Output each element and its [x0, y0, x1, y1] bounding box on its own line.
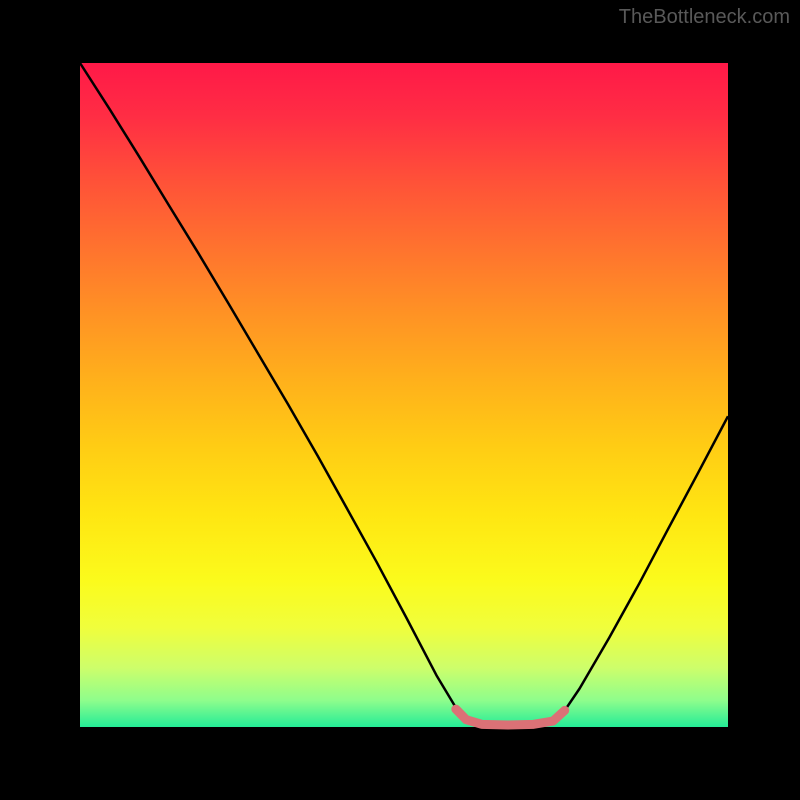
chart-frame: TheBottleneck.com [0, 0, 800, 800]
plot-area [40, 23, 768, 767]
chart-background [80, 63, 728, 727]
chart-svg [40, 23, 768, 767]
